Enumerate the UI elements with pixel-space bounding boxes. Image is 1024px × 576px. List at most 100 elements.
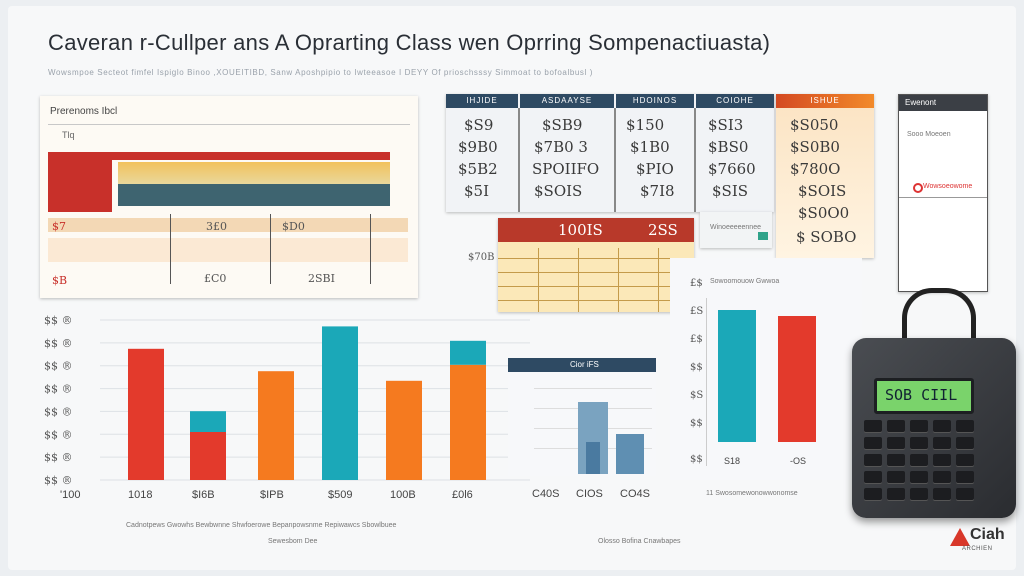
price-cell: $150 — [626, 116, 665, 134]
price-header-4: COIOHE — [696, 94, 774, 108]
small-card-title: Winoeeeeennee — [710, 224, 761, 231]
bar — [190, 432, 226, 480]
calculator-key[interactable] — [864, 471, 882, 483]
calculator-key[interactable] — [864, 420, 882, 432]
calculator-key[interactable] — [956, 454, 974, 466]
price-cell: $7B0 3 — [534, 138, 588, 156]
price-cell: $SB9 — [542, 116, 583, 134]
y-tick-label: $$ ® — [44, 383, 73, 396]
summary-side-label-1: $7 — [52, 220, 66, 233]
calculator-key[interactable] — [864, 437, 882, 449]
small-card: Winoeeeeennee — [700, 212, 772, 248]
highlight-cell: $SOIS — [798, 182, 847, 200]
calculator-key[interactable] — [887, 471, 905, 483]
highlight-header: ISHUE — [776, 94, 874, 108]
calculator-key[interactable] — [864, 488, 882, 500]
y-tick-label: $$ ® — [44, 428, 73, 441]
logo-mark-icon — [950, 528, 970, 546]
price-cell: $SIS — [712, 182, 749, 200]
y-tick-label: $$ ® — [44, 474, 73, 487]
calculator-key[interactable] — [933, 437, 951, 449]
price-header-1: IHJIDE — [446, 94, 518, 108]
calculator-key[interactable] — [956, 437, 974, 449]
side-chart-title: Sowoomouow Gwwoa — [710, 278, 780, 285]
calculator-key[interactable] — [956, 420, 974, 432]
price-cell: $BS0 — [708, 138, 749, 156]
x-tick-label: 100B — [390, 489, 416, 501]
summary-panel: Prerenoms Ibcl Tlq 3£0 $D0 £C0 2SBI $7 $… — [40, 96, 418, 298]
calculator-key[interactable] — [887, 437, 905, 449]
y-tick-label: $$ ® — [44, 337, 73, 350]
price-table: IHJIDE ASDAAYSE HDOINOS COIOHE $S9 $9B0 … — [446, 94, 774, 212]
side-chart: Sowoomouow Gwwoa — [670, 258, 862, 480]
calculator-key[interactable] — [956, 471, 974, 483]
bar — [258, 371, 294, 480]
calculator-key[interactable] — [933, 454, 951, 466]
event-panel: Ewenont Sooo Moeoen Wowsoeowome — [898, 94, 988, 292]
price-cell: $5B2 — [458, 160, 498, 178]
price-cell: SPOIIFO — [532, 160, 600, 178]
summary-value-1: 3£0 — [206, 220, 227, 233]
x-tick-label: $IPB — [260, 489, 284, 501]
bar-cap — [190, 411, 226, 432]
side-chart-tick: $$ — [690, 454, 703, 465]
event-panel-label: Sooo Moeoen — [907, 131, 951, 138]
x-tick-label: $509 — [328, 489, 352, 501]
mini-bar — [616, 434, 644, 474]
yellow-card-header — [498, 218, 694, 242]
side-chart-caption: 11 Swosomewonowwonomse — [706, 490, 798, 497]
summary-value-4: 2SBI — [308, 272, 335, 285]
event-panel-header: Ewenont — [899, 95, 987, 111]
price-cell: $7660 — [708, 160, 756, 178]
mini-chart-title: Cior iFS — [570, 360, 599, 369]
y-tick-label: $$ ® — [44, 405, 73, 418]
side-chart-tick: $S — [690, 390, 704, 401]
price-cell: $7I8 — [640, 182, 675, 200]
price-cell: $SI3 — [708, 116, 744, 134]
mini-chart-header — [508, 358, 656, 372]
x-tick-label: $I6B — [192, 489, 215, 501]
highlight-cell: $S050 — [790, 116, 839, 134]
yellow-card: 100IS 2SS — [498, 218, 694, 312]
y-tick-label: $$ ® — [44, 451, 73, 464]
calculator-key[interactable] — [933, 420, 951, 432]
calculator-key[interactable] — [910, 471, 928, 483]
price-cell: $5I — [464, 182, 490, 200]
highlight-cell: $S0O0 — [798, 204, 850, 222]
calculator-key[interactable] — [933, 488, 951, 500]
side-bar-teal — [718, 310, 756, 442]
highlight-cell: $S0B0 — [790, 138, 840, 156]
highlight-cell: $ SOBO — [796, 228, 857, 246]
x-tick-label: '100 — [60, 489, 80, 501]
price-cell: $9B0 — [458, 138, 498, 156]
calculator-handle — [902, 288, 976, 358]
calculator-key[interactable] — [887, 420, 905, 432]
side-chart-caption-2: Olosso Bofina Cnawbapes — [598, 538, 681, 545]
calculator-key[interactable] — [887, 488, 905, 500]
event-line-label: Wowsoeowome — [923, 183, 973, 190]
bar-chart-caption-2: Sewesbom Dee — [268, 538, 318, 545]
calculator-key[interactable] — [933, 471, 951, 483]
mini-chart-x-label: CO4S — [620, 488, 650, 500]
mini-chart: Cior iFS — [508, 358, 656, 476]
calculator-key[interactable] — [910, 454, 928, 466]
y-tick-label: $$ ® — [44, 360, 73, 373]
yellow-card-title-right: 2SS — [648, 221, 678, 239]
brand-logo: Ciah ARCHIEN — [950, 526, 1016, 560]
calculator-key[interactable] — [910, 437, 928, 449]
bar — [128, 348, 164, 480]
side-chart-tick: £S — [690, 306, 704, 317]
calculator-key[interactable] — [910, 488, 928, 500]
bar — [386, 380, 422, 480]
price-header-2: ASDAAYSE — [520, 94, 614, 108]
calculator-key[interactable] — [887, 454, 905, 466]
side-chart-tick: $$ — [690, 418, 703, 429]
price-cell: $S9 — [464, 116, 494, 134]
calculator-key[interactable] — [910, 420, 928, 432]
price-header-3: HDOINOS — [616, 94, 694, 108]
calculator-key[interactable] — [864, 454, 882, 466]
calculator-key[interactable] — [956, 488, 974, 500]
mini-chart-x-label: C40S — [532, 488, 560, 500]
logo-subtext: ARCHIEN — [962, 546, 993, 552]
side-chart-x-label: -OS — [790, 456, 807, 466]
